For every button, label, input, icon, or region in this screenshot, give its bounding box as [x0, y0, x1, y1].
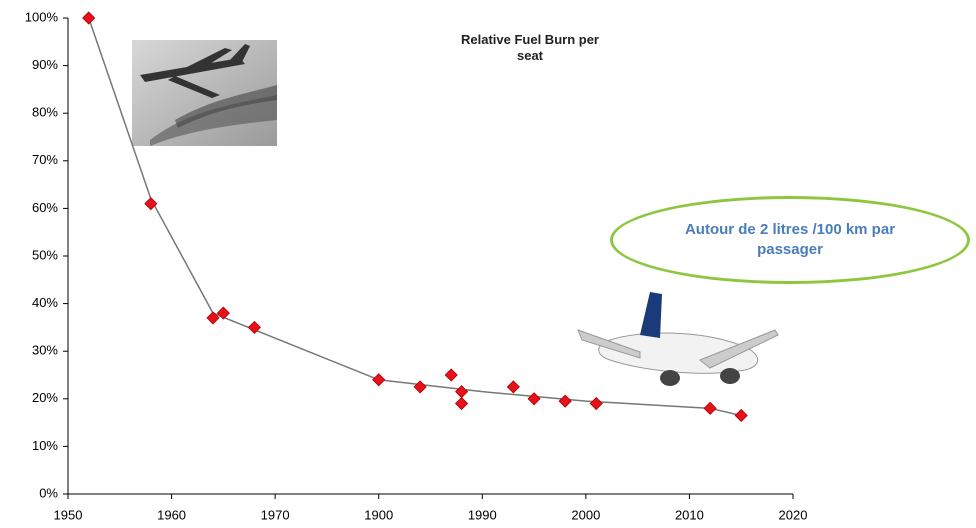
data-point — [217, 307, 229, 319]
y-tick-label: 90% — [32, 57, 58, 72]
y-tick-label: 100% — [25, 9, 59, 24]
page: 0% 10% 20% 30% 40% 50% 60% 70% 80% 90% 100% 1950 196… — [0, 0, 976, 528]
y-tick-label: 50% — [32, 247, 58, 262]
x-tick-label: 2000 — [571, 507, 600, 522]
photo-old-jet — [132, 40, 277, 146]
x-tick-label: 2020 — [779, 507, 808, 522]
data-point — [735, 409, 747, 421]
y-tick-label: 20% — [32, 390, 58, 405]
data-point — [704, 402, 716, 414]
x-tick-label: 1970 — [261, 507, 290, 522]
data-point — [456, 386, 468, 398]
chart-title: Relative Fuel Burn per seat — [450, 32, 610, 64]
data-point — [414, 381, 426, 393]
y-tick-label: 60% — [32, 200, 58, 215]
data-point — [528, 393, 540, 405]
annotation: Autour de 2 litres /100 km par passager — [610, 196, 970, 284]
data-point — [590, 398, 602, 410]
y-tick-label: 80% — [32, 105, 58, 120]
data-point — [83, 12, 95, 24]
x-tick-label: 1900 — [364, 507, 393, 522]
data-point — [559, 395, 571, 407]
y-tick-label: 10% — [32, 438, 58, 453]
x-tick-label: 1990 — [468, 507, 497, 522]
data-point — [445, 369, 457, 381]
x-tick-label: 1960 — [157, 507, 186, 522]
data-point — [207, 312, 219, 324]
y-tick-label: 70% — [32, 152, 58, 167]
x-tick-label: 2010 — [675, 507, 704, 522]
photo-modern-jet — [578, 292, 778, 386]
data-point — [456, 398, 468, 410]
data-point — [507, 381, 519, 393]
data-point — [373, 374, 385, 386]
y-tick-label: 30% — [32, 343, 58, 358]
y-tick-label: 0% — [39, 485, 58, 500]
y-tick-label: 40% — [32, 295, 58, 310]
x-tick-label: 1950 — [54, 507, 83, 522]
